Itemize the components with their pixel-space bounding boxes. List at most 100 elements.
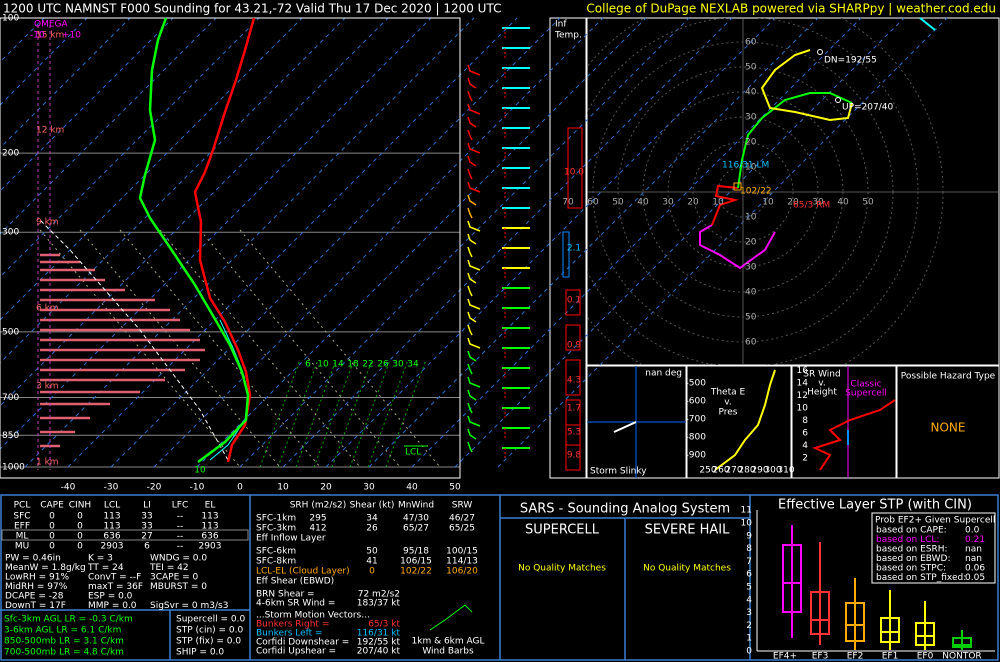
mixing-ratio-line: [259, 359, 301, 468]
temperature-label: 50: [449, 483, 461, 493]
pressure-label: 500: [2, 327, 19, 337]
kin-header: SRH (m2/s2): [290, 501, 347, 511]
stp-boxes: [756, 510, 995, 652]
hodo-annotation: UP=207/40: [842, 103, 893, 113]
sars-result: No Quality Matches: [643, 564, 731, 574]
wind-barb: [467, 77, 477, 89]
theta-e-profile: [714, 369, 776, 471]
table-cell: --: [177, 512, 184, 522]
skewt-border: [0, 17, 461, 479]
parcel-trace: [39, 219, 229, 461]
mixing-ratio-line: [385, 359, 427, 468]
skewt-background: [0, 17, 948, 479]
kin-row-name: Eff Inflow Layer: [256, 534, 326, 544]
mixing-ratio-label: 10: [317, 360, 329, 370]
mixing-ratio-label: 14: [332, 360, 344, 370]
ring-label: 10: [762, 198, 774, 208]
index: MMP = 0.0: [88, 601, 137, 611]
stp-ytick: 9: [746, 531, 752, 541]
sr-wind-tick: 2: [802, 454, 808, 464]
storm-motion-value: 116/31 kt: [357, 629, 401, 639]
stp-ytick: 1: [746, 634, 752, 644]
index: DownT = 17F: [5, 601, 66, 611]
isotherm: [0, 17, 260, 278]
table-cell: 0: [49, 542, 55, 552]
wind-barb: [467, 259, 481, 271]
hodo-annotation: 65/3 RM: [793, 201, 830, 211]
lapse-rate: 700-500mb LR = 4.8 C/km: [4, 648, 124, 658]
height-label: 6 km: [36, 304, 59, 314]
ring-label: 20: [745, 138, 757, 148]
wind-barb: [467, 389, 477, 401]
storm-motion-value: 65/3 kt: [368, 620, 400, 630]
slinky-direction: nan deg: [645, 369, 682, 379]
hodo-annotation: DN=192/55: [824, 56, 877, 66]
theta-e-title: Theta E: [710, 388, 746, 398]
sr-wind-title: v.: [818, 379, 826, 389]
kin-header: MnWind: [398, 501, 434, 511]
header-title: 1200 UTC NAMNST F000 Sounding for 43.21,…: [3, 2, 501, 16]
ring-label: 30: [662, 198, 674, 208]
wind-barb: [467, 337, 481, 349]
prob-value: 0.0: [965, 526, 980, 536]
kin-cell: 114/13: [446, 557, 478, 567]
kin-cell: 106/15: [400, 557, 432, 567]
index: SigSvr = 0 m3/s3: [150, 601, 228, 611]
stp-category: EF3: [812, 652, 829, 662]
temp-advection-boxes: [562, 127, 583, 471]
mixing-ratio-line: [349, 359, 391, 468]
wind-barb: [467, 324, 473, 336]
stp-ytick: 8: [746, 544, 752, 554]
isotherm: [110, 17, 561, 468]
kin-param: BRN Shear =: [256, 590, 315, 600]
wind-barb: [467, 155, 477, 167]
prob-box: [871, 512, 996, 584]
dry-adiabat: [119, 229, 321, 468]
table-header: LFC: [172, 501, 188, 511]
omega-title: OMEGA: [34, 20, 69, 30]
stp-ytick: 11: [741, 506, 752, 516]
table-cell: 0: [77, 522, 83, 532]
stp-ytick: 6: [746, 570, 752, 580]
table-cell: 2903: [101, 542, 124, 552]
pressure-label: 200: [2, 149, 19, 159]
table-cell: 636: [103, 532, 120, 542]
isotherm: [239, 17, 690, 468]
prob-label: based on EBWD:: [876, 554, 951, 564]
kin-param-value: 72 m2/s2: [358, 590, 400, 600]
ring-label: 20: [687, 198, 699, 208]
sars-result: No Quality Matches: [518, 564, 606, 574]
table-cell: 0: [49, 532, 55, 542]
prob-value: 0.05: [965, 573, 985, 583]
temperature-label: 40: [406, 483, 418, 493]
adv-value: 0.1: [567, 296, 581, 306]
kin-row-name: SFC-1km: [256, 514, 296, 524]
ring-label: 60: [745, 338, 757, 348]
theta-e-tick: 290: [751, 466, 768, 476]
pressure-label: 850: [2, 431, 19, 441]
theta-e-tick: 310: [777, 466, 794, 476]
theta-e-tick: 280: [738, 466, 755, 476]
isotherm: [282, 17, 733, 468]
hodo-trace: [760, 49, 853, 122]
wind-barb: [467, 272, 477, 284]
ring-label: 20: [787, 198, 799, 208]
ring-label: 40: [637, 198, 649, 208]
isotherm: [67, 17, 518, 468]
kin-cell: 295: [309, 514, 326, 524]
stp-ytick: 3: [746, 608, 752, 618]
stp-category: EF0: [917, 652, 934, 662]
wind-barb: [467, 415, 481, 427]
index: 3CAPE = 0: [150, 573, 199, 583]
wind-barb: [467, 376, 481, 388]
ring-label: 60: [587, 198, 599, 208]
prob-label: based on STPC:: [876, 564, 946, 574]
composite: SHIP = 0.0: [176, 648, 224, 658]
hodograph-rings: [587, 18, 998, 365]
mixing-ratio-label: 18: [347, 360, 359, 370]
dry-adiabat: [79, 229, 281, 468]
table-cell: EFF: [14, 522, 30, 532]
kin-row-name: SFC-6km: [256, 547, 296, 557]
table-cell: SFC: [13, 512, 30, 522]
